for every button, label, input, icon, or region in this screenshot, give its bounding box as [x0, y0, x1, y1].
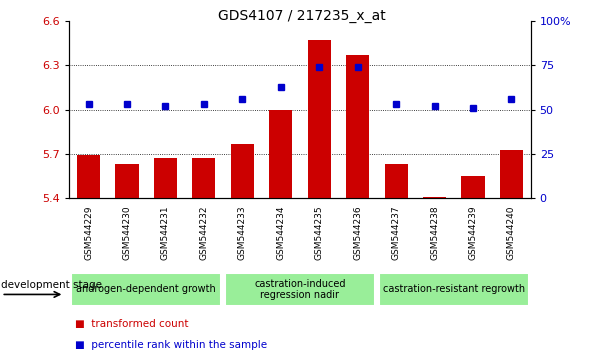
- Text: GSM544229: GSM544229: [84, 206, 93, 260]
- Text: castration-induced
regression nadir: castration-induced regression nadir: [254, 279, 346, 300]
- Bar: [231, 144, 254, 198]
- Bar: [269, 110, 292, 198]
- Text: GSM544232: GSM544232: [200, 206, 209, 260]
- Text: GDS4107 / 217235_x_at: GDS4107 / 217235_x_at: [218, 9, 385, 23]
- Bar: [461, 176, 485, 198]
- Text: development stage: development stage: [1, 280, 103, 290]
- Text: GSM544237: GSM544237: [391, 205, 400, 260]
- Text: ■  percentile rank within the sample: ■ percentile rank within the sample: [75, 340, 268, 350]
- Text: GSM544236: GSM544236: [353, 205, 362, 260]
- Bar: [77, 155, 100, 198]
- Bar: [154, 158, 177, 198]
- Text: GSM544233: GSM544233: [238, 205, 247, 260]
- Text: GSM544230: GSM544230: [122, 205, 131, 260]
- Bar: [346, 55, 369, 198]
- Bar: [423, 197, 446, 198]
- Bar: [308, 40, 330, 198]
- Text: androgen-dependent growth: androgen-dependent growth: [77, 284, 216, 295]
- Text: castration-resistant regrowth: castration-resistant regrowth: [383, 284, 525, 295]
- Bar: [192, 158, 215, 198]
- Bar: [385, 164, 408, 198]
- Text: ■  transformed count: ■ transformed count: [75, 319, 189, 329]
- Text: GSM544235: GSM544235: [315, 205, 324, 260]
- Text: GSM544238: GSM544238: [430, 205, 439, 260]
- Text: GSM544231: GSM544231: [161, 205, 170, 260]
- Text: GSM544240: GSM544240: [507, 206, 516, 260]
- Bar: [116, 164, 139, 198]
- Text: GSM544234: GSM544234: [276, 206, 285, 260]
- Bar: [500, 149, 523, 198]
- Text: GSM544239: GSM544239: [469, 205, 478, 260]
